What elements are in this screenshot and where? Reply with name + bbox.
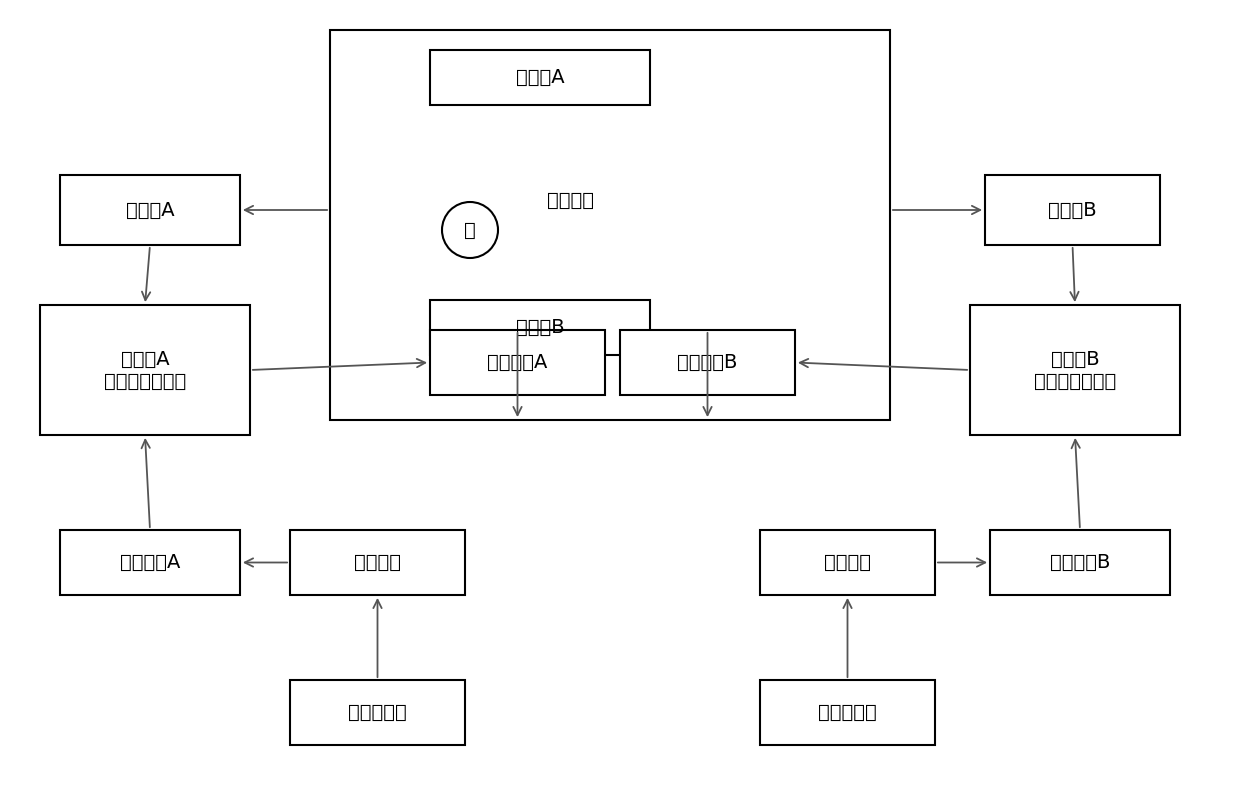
Bar (760, 530, 935, 595)
Bar (60, 530, 241, 595)
Bar (970, 305, 1180, 435)
Bar (760, 680, 935, 745)
Bar (290, 530, 465, 595)
Text: 计算机B
（比赛服务器）: 计算机B （比赛服务器） (1034, 349, 1116, 391)
Text: 机器人A: 机器人A (516, 68, 564, 87)
Text: 策略处理: 策略处理 (825, 553, 870, 572)
Text: 发射模块A: 发射模块A (487, 353, 548, 372)
Bar (430, 330, 605, 395)
Text: 参赛程序A: 参赛程序A (120, 553, 180, 572)
Circle shape (441, 202, 498, 258)
Text: 摄像机B: 摄像机B (1048, 201, 1097, 219)
Bar (60, 175, 241, 245)
Text: 资源数据库: 资源数据库 (348, 703, 407, 722)
Text: 策略处理: 策略处理 (353, 553, 401, 572)
Text: 比赛场地: 比赛场地 (547, 191, 594, 210)
Text: 资源数据库: 资源数据库 (818, 703, 877, 722)
Bar (430, 300, 650, 355)
Text: 参赛程序B: 参赛程序B (1050, 553, 1110, 572)
Bar (990, 530, 1171, 595)
Bar (620, 330, 795, 395)
Text: 发射模块B: 发射模块B (677, 353, 738, 372)
Text: 机器人B: 机器人B (516, 318, 564, 337)
Bar (290, 680, 465, 745)
Bar (430, 50, 650, 105)
Text: 球: 球 (464, 221, 476, 240)
Text: 摄像机A: 摄像机A (125, 201, 175, 219)
Bar (985, 175, 1159, 245)
Bar (330, 30, 890, 420)
Bar (40, 305, 250, 435)
Text: 计算机A
（比赛服务器）: 计算机A （比赛服务器） (104, 349, 186, 391)
